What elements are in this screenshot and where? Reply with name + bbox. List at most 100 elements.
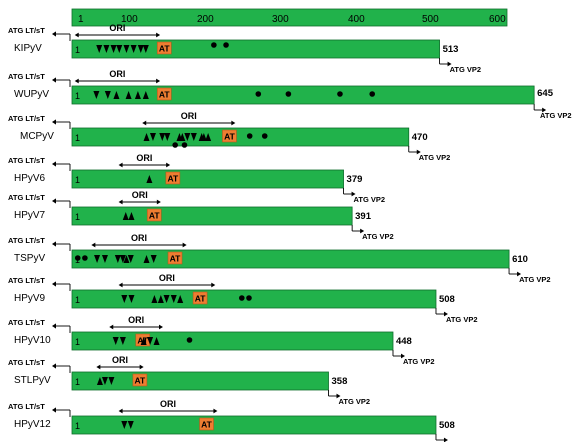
- motif-triangle-down: [119, 255, 126, 263]
- vp2-arrowhead: [351, 191, 356, 197]
- motif-triangle-down: [110, 45, 117, 53]
- genome-bar: [71, 169, 344, 189]
- virus-name: TSPyV: [14, 253, 45, 264]
- motif-dot: [186, 337, 193, 343]
- atg-vp2-label: ATG VP2: [540, 111, 572, 120]
- at-label: AT: [168, 174, 180, 184]
- atg-lt-label: ATG LT/sT: [8, 318, 45, 327]
- motif-triangle-down: [142, 45, 149, 53]
- virus-name: HPyV9: [14, 293, 46, 304]
- atg-lt-label: ATG LT/sT: [8, 156, 45, 165]
- ori-label: ORI: [109, 69, 125, 79]
- motif-triangle-down: [101, 255, 108, 263]
- virus-row: ATG LT/sTHPyV101ORIAT448ATG VP2: [8, 315, 435, 366]
- at-box: [156, 41, 172, 55]
- at-box: [132, 373, 148, 387]
- ori-label: ORI: [128, 315, 144, 325]
- start-position-label: 1: [75, 295, 80, 305]
- scale-bar: 1 100 200 300 400 500 600: [71, 8, 508, 27]
- at-box: [165, 171, 181, 185]
- motif-triangle-down: [127, 255, 134, 263]
- atg-vp2-label: ATG VP2: [450, 65, 482, 74]
- virus-name: HPyV12: [14, 419, 51, 430]
- at-label: AT: [170, 254, 182, 264]
- motif-triangle-down: [96, 45, 103, 53]
- virus-name: WUPyV: [14, 89, 49, 100]
- virus-row: ATG LT/sT HPyV7 1 ORI AT 391 ATG VP2: [8, 190, 394, 241]
- motif-triangle-up: [143, 255, 150, 263]
- at-label: AT: [195, 294, 207, 304]
- virus-row: ATG LT/sT MCPyV 1 ORI AT 470 ATG VP2: [8, 111, 450, 162]
- motif-triangle-down: [147, 337, 154, 345]
- ori-label: ORI: [112, 355, 128, 365]
- atg-lt-label: ATG LT/sT: [8, 402, 45, 411]
- atg-lt-label: ATG LT/sT: [8, 236, 45, 245]
- ori-label: ORI: [159, 273, 175, 283]
- at-label: AT: [135, 376, 147, 386]
- virus-name: STLPyV: [14, 375, 51, 386]
- lt-arrowhead: [52, 161, 56, 167]
- motif-triangle-down: [159, 133, 166, 141]
- motif-triangle-up: [123, 255, 130, 263]
- vp2-arrowhead: [336, 393, 341, 399]
- motif-triangle-up: [122, 212, 129, 220]
- start-position-label: 1: [75, 175, 80, 185]
- atg-vp2-label: ATG VP2: [354, 195, 386, 204]
- motif-dot: [172, 142, 178, 148]
- atg-lt-label: ATG LT/sT: [8, 358, 45, 367]
- atg-lt-label: ATG LT/sT: [8, 114, 45, 123]
- scale-tick-label: 100: [121, 14, 138, 25]
- lt-arrowhead: [52, 323, 56, 329]
- lt-arrowhead: [52, 407, 56, 413]
- motif-triangle-up: [205, 133, 212, 141]
- ori-label: ORI: [181, 111, 197, 121]
- virus-row: ATG LT/sT HPyV9 1 ORI AT 508 ATG VP2: [8, 273, 478, 324]
- virus-name: HPyV6: [14, 173, 46, 184]
- scale-tick-label: 200: [197, 14, 214, 25]
- atg-lt-label: ATG LT/sT: [8, 193, 45, 202]
- motif-dot: [211, 42, 217, 48]
- genome-bar: [71, 85, 535, 105]
- motif-dot: [223, 42, 229, 48]
- motif-triangle-down: [137, 45, 144, 53]
- genome-end-label: 358: [332, 376, 348, 387]
- start-position-label: 1: [75, 91, 80, 101]
- genome-end-label: 610: [512, 254, 528, 265]
- lt-arrowhead: [52, 77, 56, 83]
- motif-triangle-down: [123, 45, 130, 53]
- scale-tick-label: 300: [272, 14, 289, 25]
- motif-triangle-down: [190, 133, 197, 141]
- motif-triangle-down: [130, 45, 137, 53]
- motif-triangle-down: [108, 377, 115, 385]
- virus-row: ATG LT/sT STLPyV 1 ORI AT 358 ATG VP2: [8, 355, 370, 406]
- at-box: [222, 129, 237, 143]
- motif-dot: [246, 133, 253, 139]
- atg-lt-label: ATG LT/sT: [8, 72, 45, 81]
- atg-vp2-label: ATG VP2: [519, 275, 551, 284]
- ori-label: ORI: [131, 233, 147, 243]
- virus-row: ATG LT/sT HPyV6 1 ORI AT 379 ATG VP2: [8, 153, 385, 204]
- start-position-label: 1: [75, 337, 80, 347]
- virus-row: ATG LT/sT WUPyV 1 ORI AT 645 ATG VP2: [8, 69, 572, 120]
- scale-tick-label: 600: [489, 14, 506, 25]
- motif-triangle-up: [151, 295, 158, 303]
- scale-tick-label: 1: [78, 14, 84, 25]
- vp2-arrowhead: [360, 228, 365, 234]
- ori-label: ORI: [109, 23, 125, 33]
- genome-bar: [71, 206, 353, 226]
- motif-triangle-up: [200, 133, 207, 141]
- motif-triangle-up: [128, 212, 135, 220]
- motif-triangle-down: [103, 45, 110, 53]
- atg-vp2-label: ATG VP2: [362, 232, 394, 241]
- vp2-arrowhead: [447, 61, 452, 67]
- motif-triangle-down: [150, 255, 157, 263]
- at-label: AT: [224, 132, 236, 142]
- motif-triangle-down: [149, 133, 156, 141]
- lt-arrowhead: [52, 241, 56, 247]
- start-position-label: 1: [75, 212, 80, 222]
- motif-triangle-down: [101, 377, 108, 385]
- genome-end-label: 391: [355, 211, 372, 222]
- motif-triangle-down: [121, 421, 128, 429]
- motif-triangle-down: [94, 255, 101, 263]
- vp2-arrowhead: [416, 149, 421, 155]
